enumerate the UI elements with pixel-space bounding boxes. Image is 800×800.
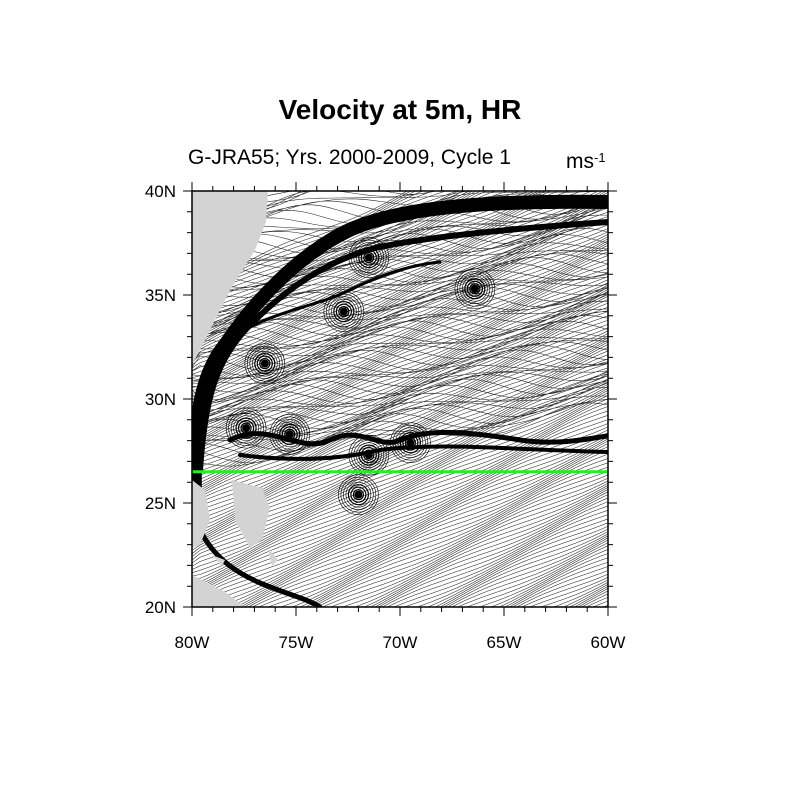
y-axis-labels: 20N 25N 30N 35N 40N — [145, 182, 176, 617]
x-tick-label: 70W — [383, 633, 418, 652]
eddy — [348, 237, 390, 278]
eddy — [269, 414, 311, 455]
land-layer — [192, 191, 278, 607]
eddy — [323, 291, 365, 332]
units-label: ms-1 — [566, 150, 606, 174]
x-tick-label: 60W — [591, 633, 626, 652]
x-tick-label: 75W — [279, 633, 314, 652]
eddies-layer — [225, 237, 496, 515]
y-tick-label: 35N — [145, 286, 176, 305]
land-mass — [268, 548, 278, 566]
current-band — [243, 260, 442, 332]
eddy — [244, 343, 286, 384]
units-base: ms — [566, 150, 594, 173]
map-subtitle: G-JRA55; Yrs. 2000-2009, Cycle 1 — [188, 146, 511, 169]
land-mass — [192, 191, 268, 365]
eddy — [338, 474, 379, 515]
gulf-stream-jet — [192, 194, 608, 607]
eddy — [390, 422, 431, 463]
eddy — [225, 407, 267, 449]
x-tick-label: 80W — [175, 633, 210, 652]
eddy — [454, 268, 496, 310]
land-mass — [232, 480, 270, 548]
y-tick-label: 30N — [145, 390, 176, 409]
streamlines-layer — [192, 191, 608, 607]
land-mass — [212, 555, 225, 566]
axis-ticks — [183, 182, 617, 616]
current-band — [197, 219, 608, 473]
land-mass — [192, 480, 210, 548]
y-tick-label: 20N — [145, 598, 176, 617]
y-tick-label: 40N — [145, 182, 176, 201]
x-tick-label: 65W — [487, 633, 522, 652]
land-mass — [192, 575, 245, 607]
map-title: Velocity at 5m, HR — [278, 94, 522, 125]
x-axis-labels: 80W 75W 70W 65W 60W — [175, 633, 626, 652]
y-tick-label: 25N — [145, 494, 176, 513]
eddy — [348, 434, 390, 476]
current-band — [192, 194, 608, 527]
units-exponent: -1 — [594, 150, 606, 165]
streamline — [192, 191, 608, 607]
tick-marks — [183, 182, 617, 616]
current-band — [197, 527, 323, 607]
